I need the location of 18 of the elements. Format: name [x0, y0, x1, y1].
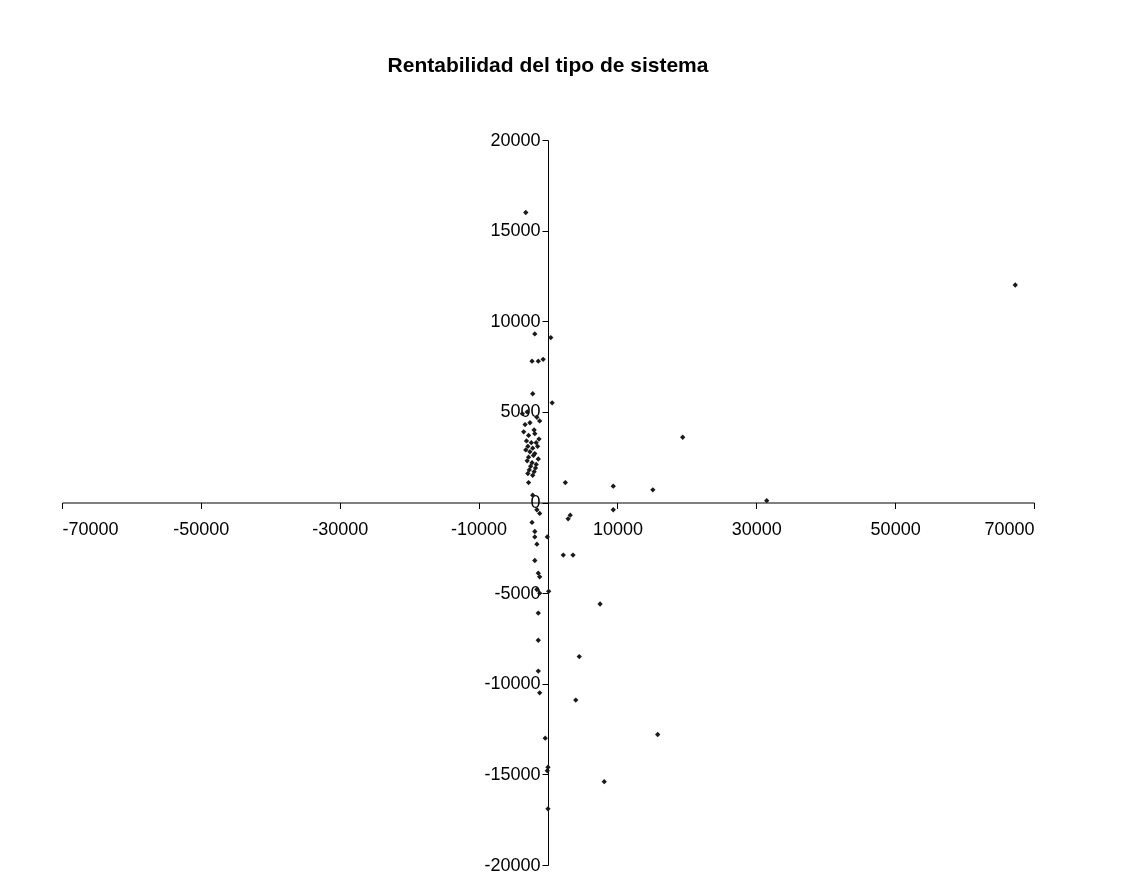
- y-tick-label: -10000: [484, 673, 541, 694]
- x-tick-label: 70000: [984, 519, 1035, 539]
- y-tick-label: 0: [530, 492, 541, 512]
- y-tick-label: 5000: [500, 401, 541, 422]
- y-tick-label: -5000: [494, 582, 541, 603]
- chart-title: Rentabilidad del tipo de sistema: [387, 53, 709, 76]
- y-tick-label: 15000: [490, 220, 541, 241]
- x-tick-label: -30000: [312, 519, 369, 539]
- y-tick-label: 10000: [490, 310, 541, 331]
- x-tick-label: -50000: [173, 519, 230, 539]
- y-tick-label: -20000: [484, 854, 541, 875]
- x-tick-label: 10000: [592, 519, 643, 539]
- x-tick-label: -70000: [62, 519, 119, 539]
- x-tick-label: 50000: [870, 519, 921, 539]
- y-tick-label: -15000: [484, 763, 541, 784]
- x-tick-label: 30000: [731, 519, 782, 539]
- y-tick-label: 20000: [490, 129, 541, 150]
- x-tick-label: -10000: [451, 519, 508, 539]
